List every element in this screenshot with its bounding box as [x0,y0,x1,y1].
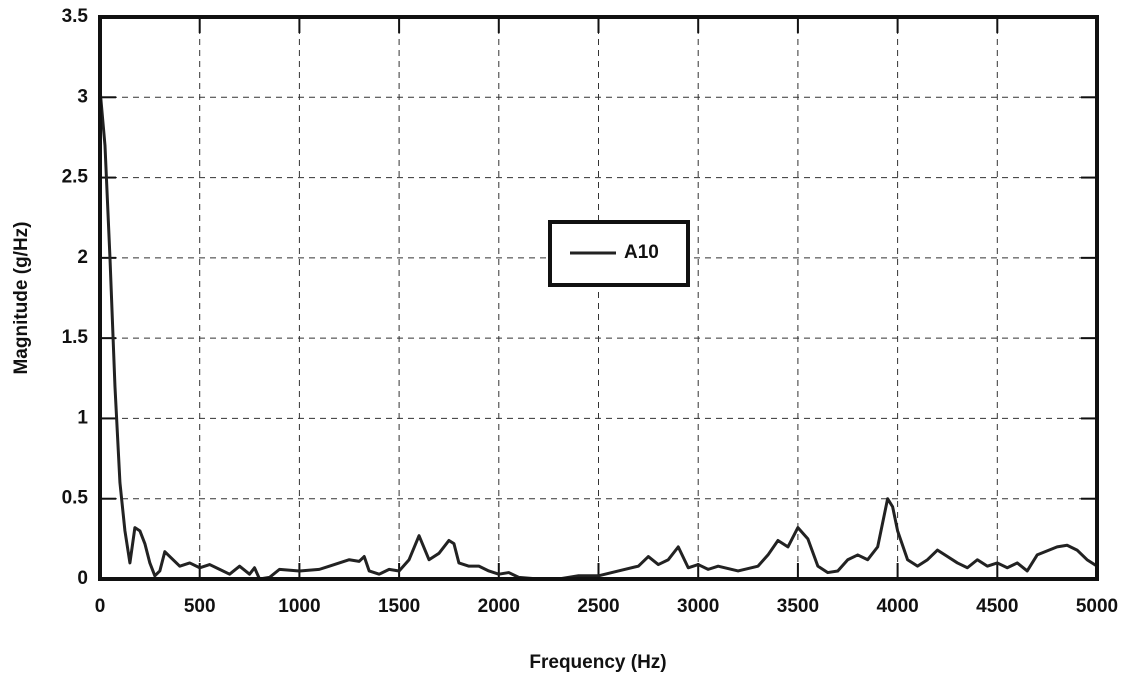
x-tick-label: 1500 [378,596,420,617]
y-tick-label: 3.5 [62,6,89,27]
y-tick-label: 1.5 [62,327,89,348]
x-tick-label: 500 [184,596,216,617]
y-tick-label: 0.5 [62,488,89,509]
y-tick-label: 2.5 [62,167,89,188]
y-axis-label: Magnitude (g/Hz) [11,221,32,374]
x-tick-label: 5000 [1076,596,1118,617]
x-axis-label: Frequency (Hz) [529,652,666,673]
y-tick-label: 3 [77,86,88,107]
x-tick-label: 2000 [478,596,520,617]
y-tick-label: 1 [77,407,88,428]
x-tick-label: 4500 [976,596,1018,617]
x-tick-label: 3500 [777,596,819,617]
plot-frame [98,15,1099,581]
x-tick-label: 3000 [677,596,719,617]
y-tick-label: 2 [77,247,88,268]
x-tick-label: 1000 [278,596,320,617]
legend-label: A10 [624,242,659,263]
x-tick-label: 4000 [876,596,918,617]
x-tick-label: 0 [95,596,106,617]
x-tick-label: 2500 [577,596,619,617]
y-tick-label: 0 [77,568,88,589]
